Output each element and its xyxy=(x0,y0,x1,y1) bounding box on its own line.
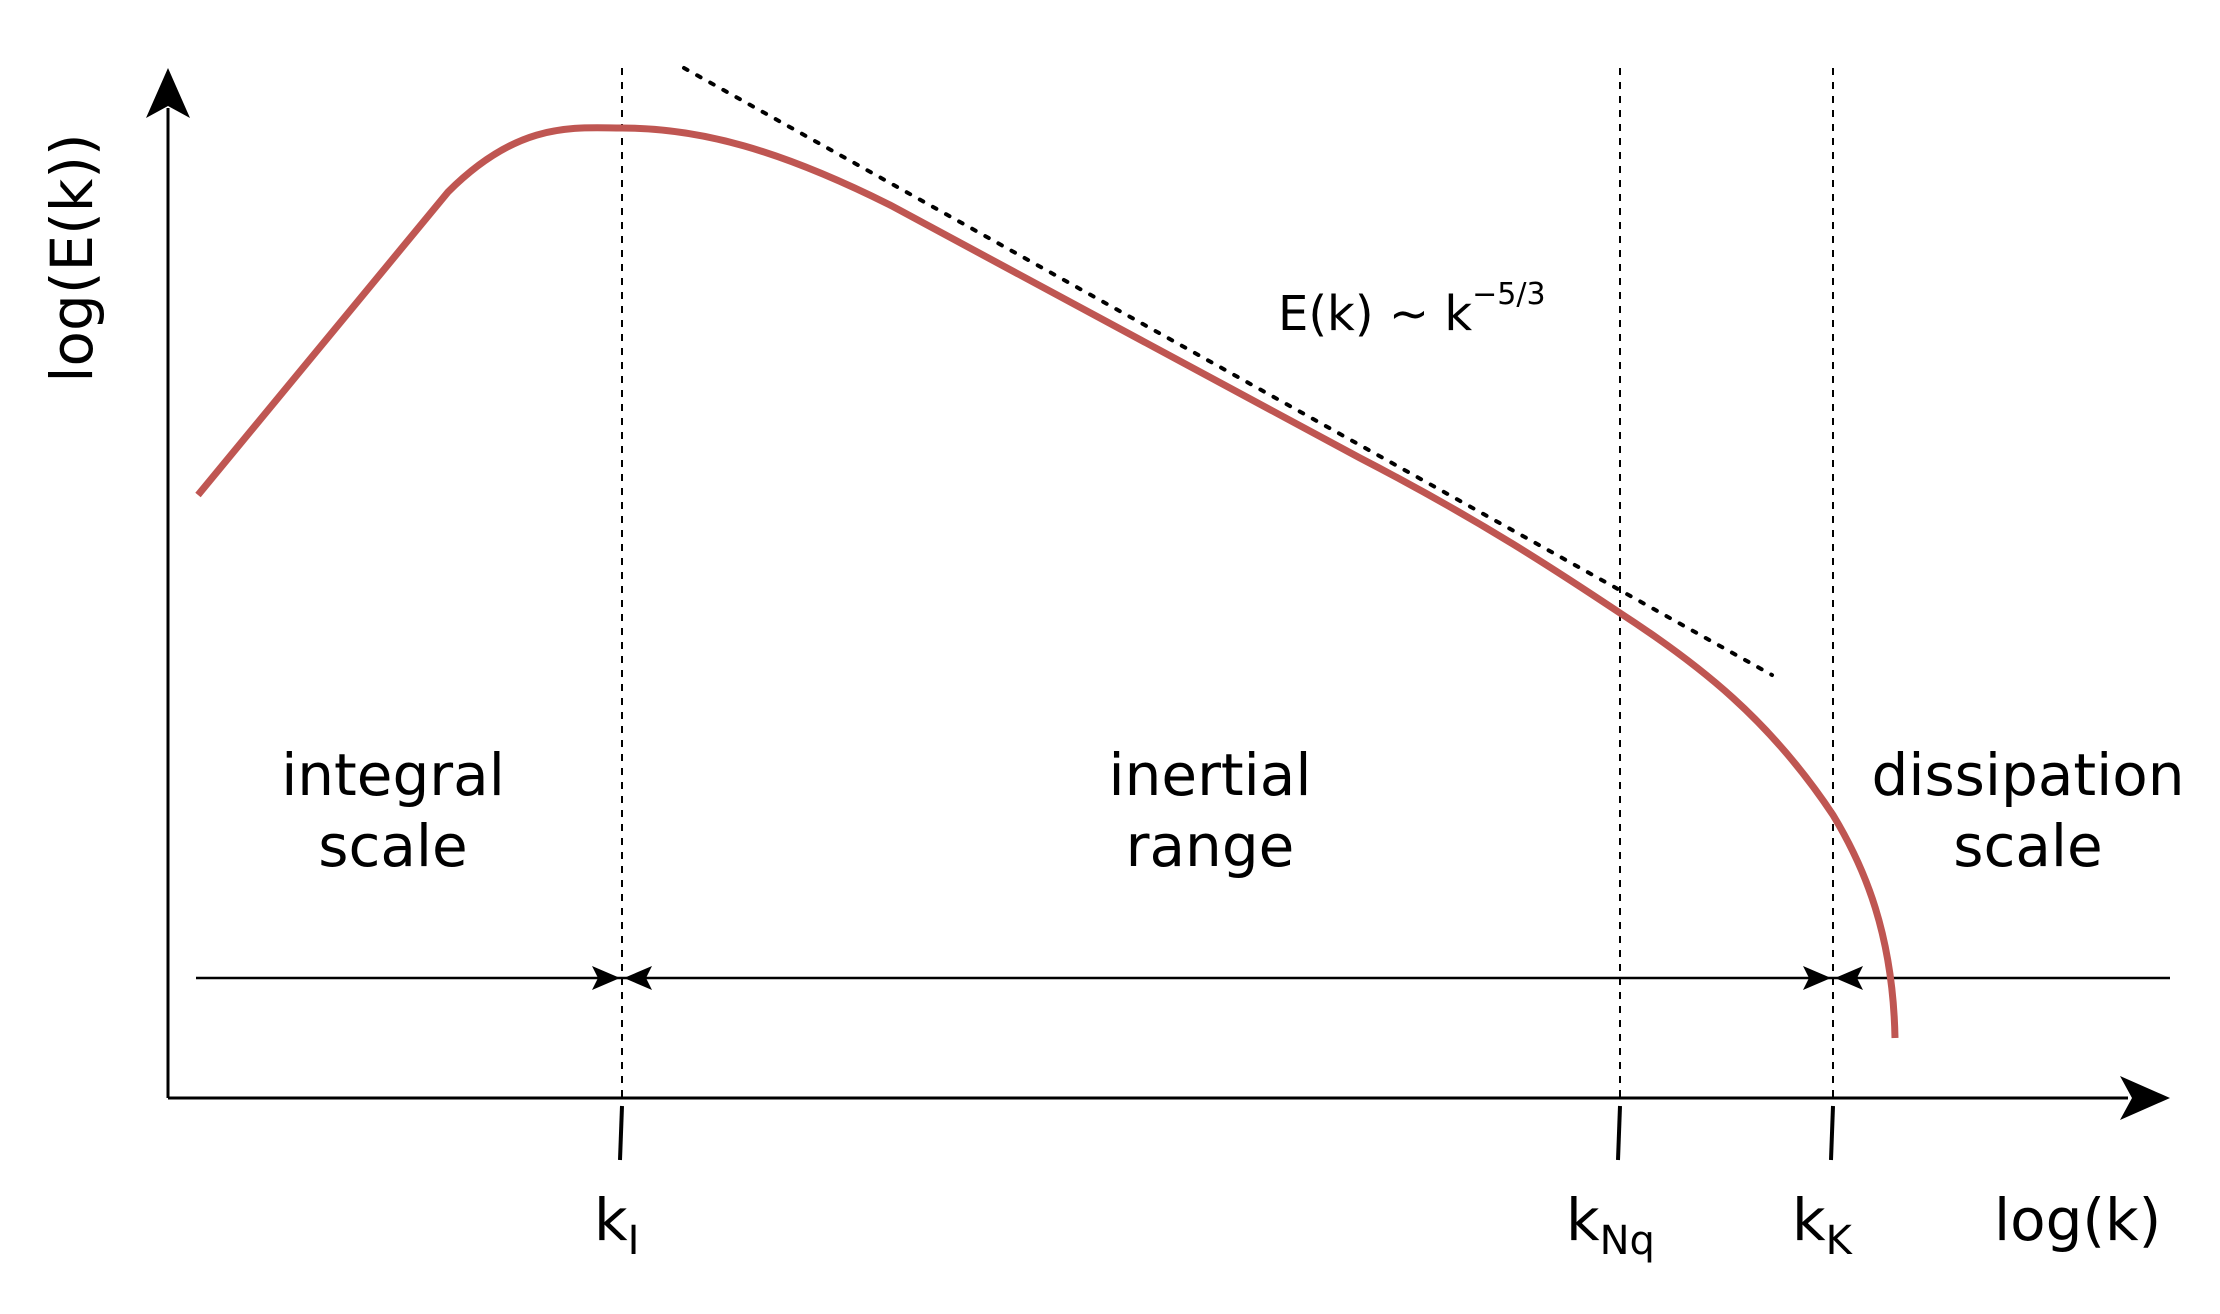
tick-mark-knq xyxy=(1616,1105,1622,1161)
x-axis-label: log(k) xyxy=(1994,1186,2161,1254)
tick-label-kk: kK xyxy=(1792,1186,1854,1264)
energy-spectrum-curve xyxy=(195,124,1899,1039)
formula-base: E(k) ∼ k xyxy=(1278,286,1472,342)
tick-label-knq: kNq xyxy=(1566,1186,1655,1264)
region-dissipation-scale-line1: dissipation xyxy=(1872,741,2185,809)
region-integral-scale-line2: scale xyxy=(318,812,467,880)
kolmogorov-reference-line xyxy=(682,66,1774,677)
tick-mark-kk xyxy=(1829,1105,1835,1161)
kolmogorov-formula: E(k) ∼ k−5/3 xyxy=(1278,277,1546,342)
range-arrowheads xyxy=(592,966,1863,990)
x-axis-arrowhead xyxy=(2120,1076,2170,1120)
region-inertial-range-line2: range xyxy=(1126,812,1295,880)
region-inertial-range-line1: inertial xyxy=(1109,741,1312,809)
region-dissipation-scale-line2: scale xyxy=(1953,812,2102,880)
region-integral-scale-line1: integral xyxy=(281,741,505,809)
y-axis-arrowhead xyxy=(146,68,190,118)
y-axis-label: log(E(k)) xyxy=(38,133,106,382)
tick-label-ki: kI xyxy=(594,1186,639,1264)
tick-mark-ki xyxy=(618,1105,624,1161)
formula-exponent: −5/3 xyxy=(1472,277,1545,312)
